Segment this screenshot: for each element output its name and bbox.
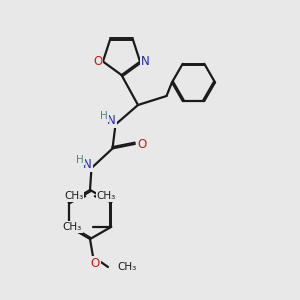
Text: N: N (107, 114, 116, 128)
Text: H: H (76, 154, 84, 165)
Text: CH₃: CH₃ (117, 262, 136, 272)
Text: O: O (93, 55, 102, 68)
Text: O: O (91, 256, 100, 270)
Text: CH₃: CH₃ (97, 191, 116, 201)
Text: O: O (137, 137, 146, 151)
Text: CH₃: CH₃ (64, 191, 83, 201)
Text: N: N (83, 158, 92, 171)
Text: N: N (141, 55, 150, 68)
Text: CH₃: CH₃ (63, 222, 82, 232)
Text: H: H (100, 111, 108, 121)
